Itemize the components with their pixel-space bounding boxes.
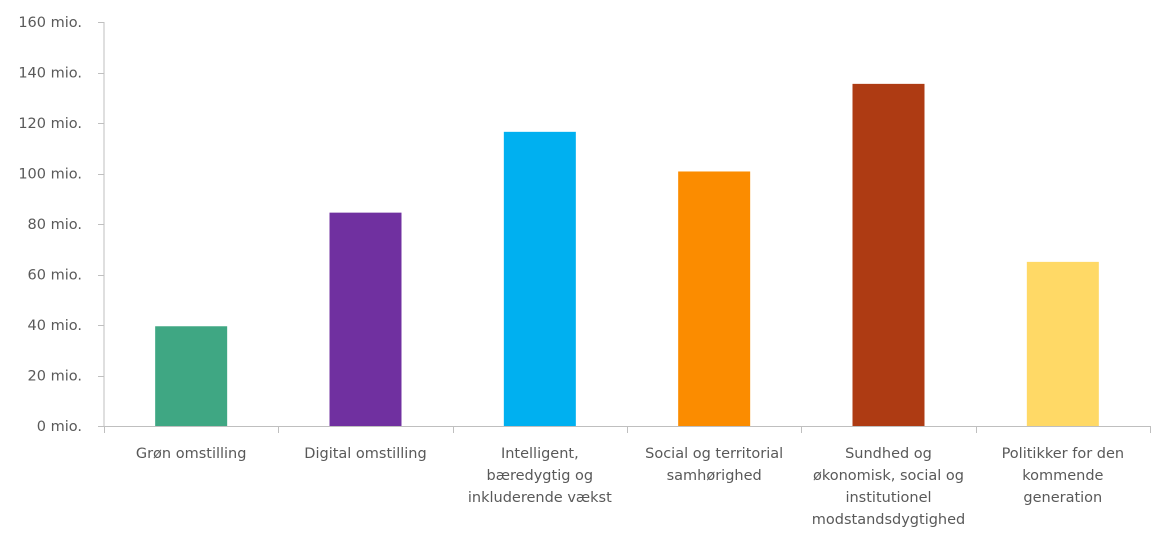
x-category-label-line: Intelligent,	[501, 446, 579, 462]
bar	[1026, 261, 1099, 426]
y-tick-label: 0 mio.	[37, 419, 82, 435]
x-category-label-line: modstandsdygtighed	[812, 512, 966, 528]
y-tick-label: 140 mio.	[18, 66, 82, 82]
y-axis-ticks: 0 mio. 20 mio. 40 mio. 60 mio. 80 mio. 100 mi…	[18, 15, 82, 435]
x-category-label: Politikker for den kommende generation	[1002, 446, 1125, 506]
y-tick-label: 40 mio.	[28, 318, 82, 334]
x-category-label-line: Grøn omstilling	[136, 446, 247, 462]
bars	[155, 83, 1099, 427]
x-category-label-line: Social og territorial	[645, 446, 783, 462]
x-category-label: Digital omstilling	[304, 446, 426, 462]
axes	[98, 22, 1151, 433]
bar	[503, 131, 576, 426]
x-category-label-line: Politikker for den	[1002, 446, 1125, 462]
x-category-label: Sundhed og økonomisk, social og institutio…	[812, 446, 966, 528]
bar	[329, 212, 402, 426]
x-category-label-line: bæredygtig og	[487, 468, 594, 484]
bar	[852, 83, 925, 427]
x-category-label-line: inkluderende vækst	[468, 490, 612, 506]
bar	[155, 326, 228, 426]
y-tick-label: 160 mio.	[18, 15, 82, 31]
y-tick-label: 20 mio.	[28, 369, 82, 385]
x-category-label-line: generation	[1023, 490, 1102, 506]
x-axis-labels: Grøn omstilling Digital omstilling Intelli…	[136, 446, 1124, 528]
x-category-label: Grøn omstilling	[136, 446, 247, 462]
x-category-label-line: økonomisk, social og	[813, 468, 964, 484]
x-category-label-line: Digital omstilling	[304, 446, 426, 462]
x-category-label-line: Sundhed og	[845, 446, 932, 462]
bar	[678, 171, 751, 426]
y-tick-label: 80 mio.	[28, 217, 82, 233]
y-tick-label: 120 mio.	[18, 116, 82, 132]
x-category-label-line: institutionel	[845, 490, 931, 506]
x-category-label-line: kommende	[1022, 468, 1103, 484]
x-category-label: Social og territorial samhørighed	[645, 446, 783, 484]
y-tick-label: 100 mio.	[18, 167, 82, 183]
x-category-label: Intelligent, bæredygtig og inkluderende væ…	[468, 446, 612, 506]
y-tick-label: 60 mio.	[28, 268, 82, 284]
x-category-label-line: samhørighed	[667, 468, 762, 484]
